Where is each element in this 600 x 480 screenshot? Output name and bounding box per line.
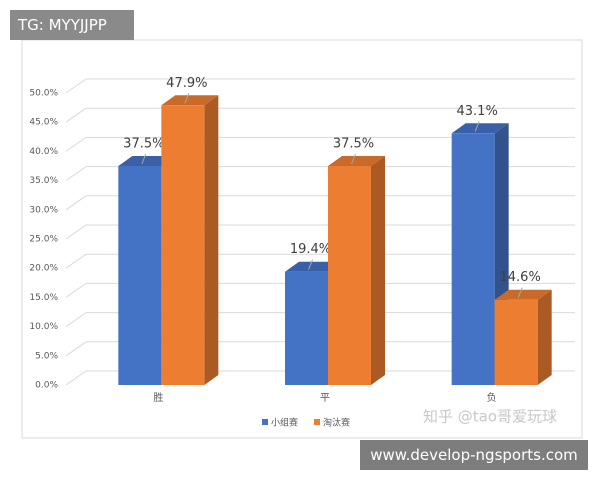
x-tick-label: 胜 [153,392,163,404]
bar [161,105,205,385]
bar-top [118,156,176,166]
bar [494,299,538,385]
bar-top [494,289,552,300]
leader-line [517,287,523,298]
legend-swatch [314,419,320,425]
value-label: 19.4% [290,242,331,257]
value-label: 37.5% [333,137,374,152]
grid-line [65,370,87,386]
y-tick-label: 30.0% [29,205,58,215]
leader-line [474,121,480,132]
y-tick-label: 10.0% [29,322,58,332]
bar [285,271,328,385]
value-label: 47.9% [166,76,207,91]
y-tick-label: 15.0% [29,293,58,303]
grid-line [65,253,87,269]
leader-line [184,93,190,104]
legend-label: 淘汰赛 [323,417,350,429]
bar [118,166,162,385]
grid-line [65,78,87,94]
legend-label: 小组赛 [271,417,298,429]
y-tick-label: 50.0% [29,89,58,99]
tag-label: TG: MYYJJPP [10,10,134,40]
bar-top [451,123,509,134]
y-tick-label: 25.0% [29,235,58,245]
bar-side [537,289,552,385]
grid-line [65,166,87,182]
value-label: 14.6% [500,270,541,285]
y-tick-label: 45.0% [29,118,58,128]
leader-line [351,153,356,165]
grid-line [65,312,87,328]
grid-line [65,136,87,152]
bar-top [161,95,219,106]
grid-line [65,341,87,357]
leader-line [308,259,313,270]
y-tick-label: 40.0% [29,147,58,157]
grid-line [65,195,87,211]
y-tick-label: 5.0% [35,351,58,361]
bar-top [285,261,342,272]
value-label: 43.1% [457,104,498,119]
x-tick-label: 负 [487,391,497,404]
y-tick-label: 35.0% [29,176,58,186]
bar-side [371,156,385,385]
x-tick-label: 平 [320,393,330,404]
bar [328,166,371,385]
y-tick-label: 0.0% [35,381,58,391]
bar-top [328,156,385,166]
watermark: 知乎 @tao哥爱玩球 [423,408,557,426]
url-label: www.develop-ngsports.com [360,440,588,470]
bar-side [204,95,219,385]
grid-line [65,107,87,123]
grid-line [65,224,87,240]
grid-line [65,282,87,298]
y-tick-label: 20.0% [29,264,58,274]
value-label: 37.5% [123,137,164,152]
bar [451,133,495,385]
legend-swatch [262,419,268,425]
leader-line [141,153,147,165]
